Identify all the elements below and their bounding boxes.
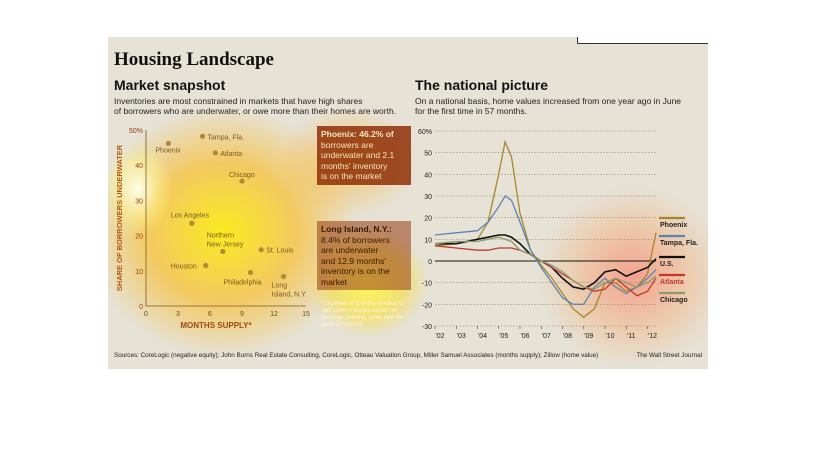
long-island-callout: Long Island, N.Y.: 8.4% of borrowers are… (317, 221, 411, 290)
right-desc-1: On a national basis, home values increas… (415, 96, 682, 106)
line-series-tampa-fla- (434, 195, 657, 305)
line-y-tick: 50 (424, 151, 432, 158)
scatter-point-label: Atlanta (220, 151, 242, 158)
li-callout-line: inventory is on the (321, 266, 390, 276)
scatter-x-label: MONTHS SUPPLY* (180, 321, 252, 330)
scatter-point-label: Northern (207, 232, 234, 239)
line-series-phoenix (434, 139, 657, 319)
phoenix-callout-line: underwater and 2.1 (321, 150, 395, 160)
phoenix-callout-line: is on the market (321, 171, 382, 181)
line-y-tick: 30 (424, 194, 432, 201)
phoenix-callout-line: months' inventory (321, 160, 388, 171)
scatter-x-tick: 3 (176, 311, 180, 318)
scatter-point (189, 220, 195, 226)
scatter-point-label: Los Angeles (171, 212, 210, 219)
scatter-point (212, 150, 218, 156)
scatter-y-label: SHARE OF BORROWERS UNDERWATER (115, 144, 124, 291)
legend-label: Tampa, Fla. (660, 240, 698, 247)
scatter-point (220, 248, 226, 255)
line-x-tick: '02 (435, 333, 444, 340)
page-title: Housing Landscape (114, 49, 274, 70)
scatter-point (199, 133, 206, 139)
line-x-tick: '08 (563, 333, 572, 340)
li-callout-line: market (321, 276, 347, 287)
line-x-tick: '07 (542, 333, 551, 340)
scatter-x-tick: 6 (208, 311, 212, 318)
scatter-y-tick: 20 (135, 234, 143, 241)
scatter-point (165, 140, 171, 146)
line-series-atlanta (434, 245, 657, 297)
line-y-tick: 40 (424, 172, 432, 179)
housing-infographic: Housing Landscape Market snapshot Invent… (108, 37, 708, 369)
scatter-x-tick: 12 (270, 311, 278, 318)
legend-label: Chicago (660, 297, 688, 304)
line-x-tick: '03 (457, 333, 466, 340)
scatter-y-tick: 40 (135, 163, 143, 170)
scatter-point-label: Island, N.Y. (272, 291, 307, 298)
line-x-tick: '10 (605, 333, 614, 340)
legend-label: Phoenix (660, 222, 687, 229)
line-x-tick: '12 (648, 333, 657, 340)
wsj-credit: The Wall Street Journal (636, 352, 702, 359)
scatter-point-label: Houston (171, 264, 197, 271)
legend-label: U.S. (660, 261, 674, 268)
sources-footer: Sources: CoreLogic (negative equity); Jo… (114, 352, 599, 359)
scatter-point-label: Chicago (229, 172, 255, 179)
scatter-point (203, 262, 209, 269)
li-callout-line: Long Island, N.Y.: (321, 224, 392, 234)
line-x-tick: '11 (627, 333, 636, 340)
line-y-tick: 0 (428, 259, 432, 266)
scatter-point-label: Long (272, 282, 288, 289)
line-y-tick: 60% (418, 129, 432, 136)
scatter-y-tick: 30 (135, 198, 143, 205)
charts-svg: 0 10 20 30 40 50% 0 3 6 9 12 15 MONTHS SUPPLY* SHARE … (115, 128, 698, 340)
line-x-tick: '04 (478, 333, 487, 340)
scatter-point (247, 269, 254, 276)
scatter-y-tick: 10 (135, 269, 143, 276)
scatter-x-tick: 0 (144, 311, 148, 318)
scatter-y-tick: 0 (139, 304, 143, 311)
scatter-x-tick: 9 (240, 311, 244, 318)
legend-label: Atlanta (660, 279, 684, 286)
scatter-y-tick: 50% (129, 128, 143, 135)
scatter-point-label: St. Louis (266, 248, 294, 255)
line-x-tick: '09 (584, 333, 593, 340)
scatter-point-label: Tampa, Fla. (208, 134, 245, 141)
left-desc-1: Inventories are most constrained in mark… (114, 96, 363, 106)
scatter-point (239, 178, 245, 184)
scatter-point (281, 273, 287, 280)
line-x-tick: '06 (520, 333, 529, 340)
phoenix-callout: Phoenix: 46.2% of borrowers are underwat… (317, 126, 411, 185)
left-subtitle: Market snapshot (114, 77, 226, 93)
scatter-point (258, 247, 264, 253)
li-callout-line: 8.4% of borrowers (321, 234, 390, 245)
footnote: * Number of months needed to sell curren… (322, 301, 404, 328)
scatter-point-label: New Jersey (207, 241, 244, 248)
top-box (577, 37, 708, 44)
line-y-tick: -30 (422, 324, 432, 331)
scatter-point-label: Phoenix (155, 147, 181, 154)
line-y-tick: 20 (424, 216, 432, 223)
line-series-chicago (434, 236, 657, 290)
line-y-tick: -20 (422, 302, 432, 309)
line-y-tick: 10 (424, 237, 432, 244)
phoenix-callout-line: Phoenix: 46.2% of (321, 129, 394, 139)
phoenix-callout-line: borrowers are (321, 139, 374, 150)
line-x-tick: '05 (499, 333, 508, 340)
scatter-point-label: Philadelphia (224, 280, 262, 287)
li-callout-line: and 12.9 months' (321, 255, 386, 266)
scatter-x-tick: 15 (302, 311, 310, 318)
right-subtitle: The national picture (415, 77, 549, 93)
li-callout-line: are underwater (321, 245, 379, 255)
line-y-tick: -10 (422, 281, 432, 288)
right-desc-2: for the first time in 57 months. (415, 106, 527, 116)
